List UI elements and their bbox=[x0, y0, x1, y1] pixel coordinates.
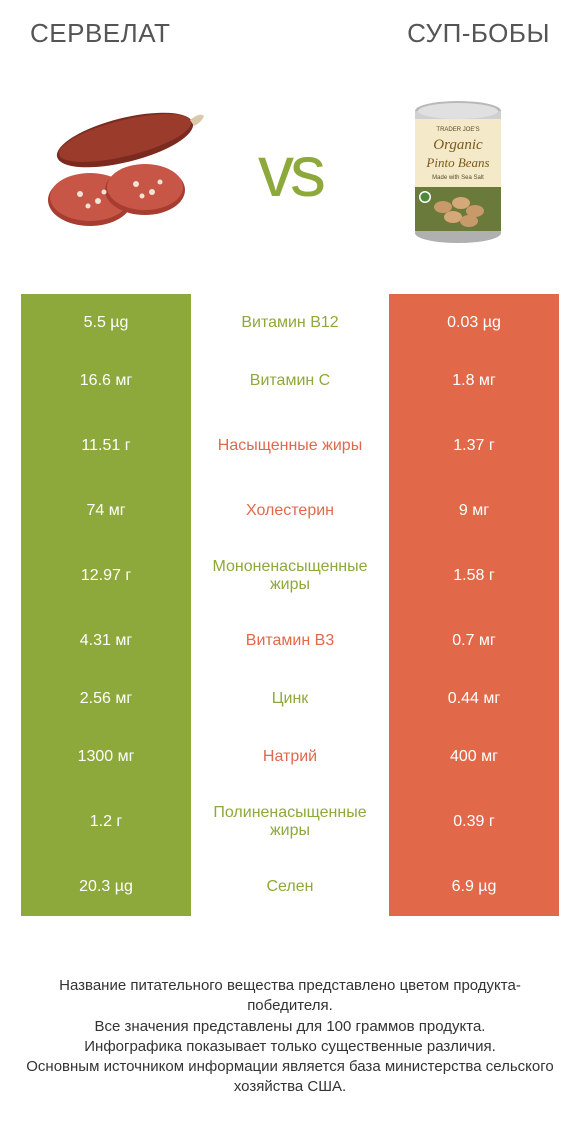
table-row: 74 мгХолестерин9 мг bbox=[21, 482, 559, 540]
right-product-title: СУП-БОБЫ bbox=[407, 18, 550, 49]
svg-text:TRADER JOE'S: TRADER JOE'S bbox=[436, 127, 479, 133]
header: СЕРВЕЛАТ СУП-БОБЫ bbox=[0, 0, 580, 59]
nutrient-name-cell: Полиненасыщенные жиры bbox=[191, 786, 389, 858]
footer-line: Основным источником информации является … bbox=[20, 1057, 560, 1098]
nutrient-name-cell: Селен bbox=[191, 858, 389, 916]
table-row: 16.6 мгВитамин C1.8 мг bbox=[21, 352, 559, 410]
nutrient-name-cell: Витамин C bbox=[191, 352, 389, 410]
nutrient-name-cell: Витамин B3 bbox=[191, 612, 389, 670]
right-value-cell: 1.37 г bbox=[389, 410, 559, 482]
nutrient-name-cell: Цинк bbox=[191, 670, 389, 728]
right-value-cell: 9 мг bbox=[389, 482, 559, 540]
table-row: 20.3 µgСелен6.9 µg bbox=[21, 858, 559, 916]
table-row: 12.97 гМононенасыщенные жиры1.58 г bbox=[21, 540, 559, 612]
table-row: 5.5 µgВитамин B120.03 µg bbox=[21, 294, 559, 352]
footer-notes: Название питательного вещества представл… bbox=[0, 916, 580, 1098]
svg-text:Pinto Beans: Pinto Beans bbox=[425, 155, 489, 170]
right-value-cell: 0.39 г bbox=[389, 786, 559, 858]
nutrient-name-cell: Холестерин bbox=[191, 482, 389, 540]
left-value-cell: 16.6 мг bbox=[21, 352, 191, 410]
left-value-cell: 74 мг bbox=[21, 482, 191, 540]
svg-text:Organic: Organic bbox=[433, 137, 483, 153]
salami-image bbox=[40, 89, 205, 254]
left-value-cell: 4.31 мг bbox=[21, 612, 191, 670]
nutrient-name-cell: Насыщенные жиры bbox=[191, 410, 389, 482]
right-value-cell: 0.03 µg bbox=[389, 294, 559, 352]
beans-can-image: TRADER JOE'S Organic Pinto Beans Made wi… bbox=[375, 89, 540, 254]
left-value-cell: 12.97 г bbox=[21, 540, 191, 612]
table-row: 1.2 гПолиненасыщенные жиры0.39 г bbox=[21, 786, 559, 858]
right-value-cell: 1.8 мг bbox=[389, 352, 559, 410]
table-row: 1300 мгНатрий400 мг bbox=[21, 728, 559, 786]
footer-line: Все значения представлены для 100 граммо… bbox=[20, 1017, 560, 1037]
table-row: 11.51 гНасыщенные жиры1.37 г bbox=[21, 410, 559, 482]
right-value-cell: 400 мг bbox=[389, 728, 559, 786]
right-value-cell: 0.44 мг bbox=[389, 670, 559, 728]
table-row: 2.56 мгЦинк0.44 мг bbox=[21, 670, 559, 728]
left-value-cell: 1300 мг bbox=[21, 728, 191, 786]
right-value-cell: 1.58 г bbox=[389, 540, 559, 612]
nutrient-table: 5.5 µgВитамин B120.03 µg16.6 мгВитамин C… bbox=[21, 294, 559, 916]
left-product-title: СЕРВЕЛАТ bbox=[30, 18, 170, 49]
images-row: vs TRADER JOE'S Organic Pinto Beans Made… bbox=[0, 59, 580, 294]
nutrient-name-cell: Мононенасыщенные жиры bbox=[191, 540, 389, 612]
left-value-cell: 11.51 г bbox=[21, 410, 191, 482]
vs-label: vs bbox=[258, 131, 322, 213]
salami-icon bbox=[40, 102, 205, 242]
table-row: 4.31 мгВитамин B30.7 мг bbox=[21, 612, 559, 670]
footer-line: Название питательного вещества представл… bbox=[20, 976, 560, 1017]
nutrient-name-cell: Витамин B12 bbox=[191, 294, 389, 352]
footer-line: Инфографика показывает только существенн… bbox=[20, 1037, 560, 1057]
right-value-cell: 6.9 µg bbox=[389, 858, 559, 916]
left-value-cell: 1.2 г bbox=[21, 786, 191, 858]
nutrient-name-cell: Натрий bbox=[191, 728, 389, 786]
left-value-cell: 5.5 µg bbox=[21, 294, 191, 352]
left-value-cell: 20.3 µg bbox=[21, 858, 191, 916]
svg-text:Made with Sea Salt: Made with Sea Salt bbox=[432, 175, 484, 181]
left-value-cell: 2.56 мг bbox=[21, 670, 191, 728]
can-icon: TRADER JOE'S Organic Pinto Beans Made wi… bbox=[403, 97, 513, 247]
right-value-cell: 0.7 мг bbox=[389, 612, 559, 670]
